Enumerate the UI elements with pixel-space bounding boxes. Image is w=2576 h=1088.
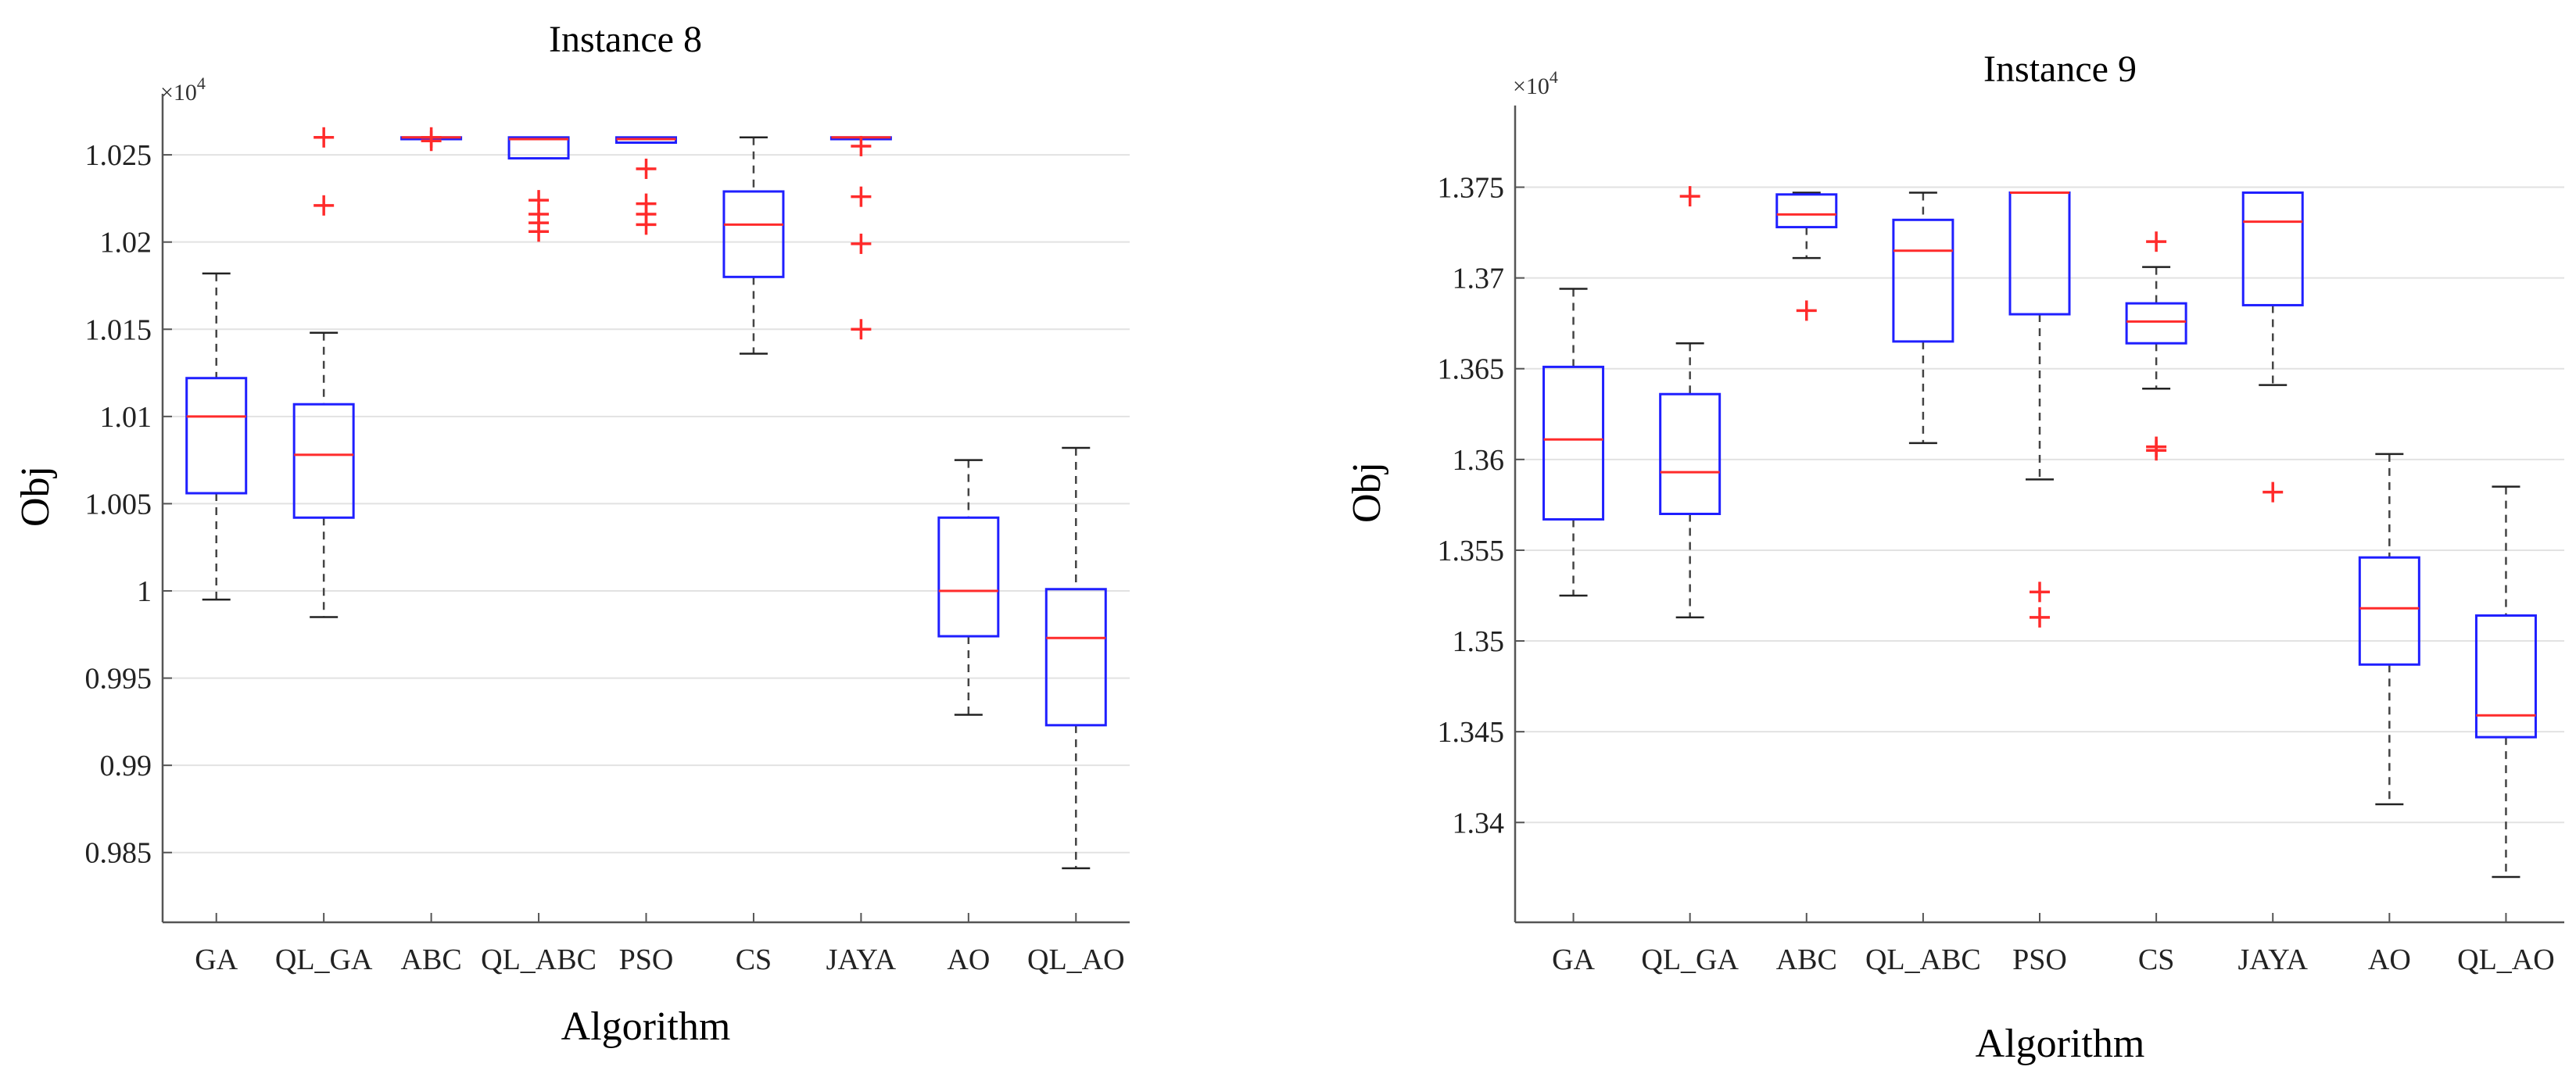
x-tick-label: ABC xyxy=(401,943,462,976)
x-tick-label: AO xyxy=(947,943,990,976)
y-tick-label: 1.355 xyxy=(1438,535,1505,567)
outlier-marker xyxy=(851,135,872,156)
iqr-box xyxy=(1659,392,1722,515)
x-tick-label: JAYA xyxy=(2238,943,2309,976)
x-tick-label: PSO xyxy=(2012,943,2067,976)
x-tick-label: CS xyxy=(736,943,772,976)
y-tick-label: 1.02 xyxy=(100,227,152,259)
iqr-box xyxy=(1044,588,1107,727)
x-tick-label: PSO xyxy=(619,943,674,976)
outlier-marker xyxy=(636,214,657,235)
box-jaya xyxy=(2241,191,2304,503)
chart-panel-instance-9: Instance 9 ×104 Obj Algorithm 1.34 1.345 1… xyxy=(1345,48,2564,1066)
y-tick-label: 1.015 xyxy=(85,313,152,346)
box-abc xyxy=(400,127,463,152)
box-ql-abc xyxy=(1892,191,1954,445)
outlier-marker xyxy=(313,127,335,148)
iqr-box xyxy=(1892,218,1954,343)
box-ga xyxy=(185,272,248,601)
y-tick-label: 1.345 xyxy=(1438,716,1505,749)
box-abc xyxy=(1775,191,1838,321)
box-ql-abc xyxy=(507,136,570,242)
x-tick-label: QL_GA xyxy=(1641,943,1739,976)
outlier-marker xyxy=(851,233,872,254)
y-tick-label: 1 xyxy=(137,575,152,608)
y-tick-label: 1.35 xyxy=(1453,625,1505,658)
x-tick-label: JAYA xyxy=(826,943,897,976)
y-exponent-label: ×104 xyxy=(160,73,206,106)
outlier-marker xyxy=(851,186,872,207)
iqr-box xyxy=(185,377,248,495)
box-pso xyxy=(615,136,677,235)
iqr-box xyxy=(722,190,785,278)
chart-title: Instance 8 xyxy=(549,19,702,60)
x-axis-title: Algorithm xyxy=(1976,1022,2145,1066)
box-cs xyxy=(2125,231,2187,461)
box-ao xyxy=(2358,453,2420,806)
iqr-box xyxy=(507,136,570,160)
y-tick-label: 0.985 xyxy=(85,837,152,870)
outlier-marker xyxy=(2030,607,2050,628)
x-tick-label: QL_AO xyxy=(1027,943,1125,976)
outlier-marker xyxy=(528,221,550,242)
outlier-marker xyxy=(1796,300,1817,321)
outlier-marker xyxy=(2146,440,2167,461)
outlier-marker xyxy=(2030,582,2050,603)
chart-panel-instance-8: Instance 8 ×104 Obj Algorithm 0.985 0.99 0… xyxy=(13,19,1130,1049)
x-tick-label: GA xyxy=(1552,943,1595,976)
outlier-marker xyxy=(421,127,442,148)
x-tick-label: QL_GA xyxy=(275,943,373,976)
y-tick-label: 1.005 xyxy=(85,488,152,521)
iqr-box xyxy=(2008,191,2071,316)
x-tick-label: QL_AO xyxy=(2457,943,2555,976)
y-tick-label: 1.37 xyxy=(1453,263,1505,295)
box-ql-ao xyxy=(1044,446,1107,870)
y-axis-title: Obj xyxy=(13,466,58,527)
x-tick-label: AO xyxy=(2368,943,2411,976)
chart-title: Instance 9 xyxy=(1983,48,2137,90)
y-tick-label: 0.995 xyxy=(85,663,152,696)
box-ql-ga xyxy=(292,127,355,618)
x-tick-label: QL_ABC xyxy=(481,943,597,976)
iqr-box xyxy=(2358,556,2420,666)
iqr-box xyxy=(2241,191,2304,306)
iqr-box xyxy=(1542,365,1605,521)
outlier-marker xyxy=(1679,186,1700,207)
box-jaya xyxy=(829,135,892,340)
y-tick-label: 1.365 xyxy=(1438,353,1505,386)
y-exponent-label: ×104 xyxy=(1513,67,1558,99)
iqr-box xyxy=(937,516,1000,638)
outlier-marker xyxy=(2263,481,2284,503)
outlier-marker xyxy=(313,195,335,216)
outlier-marker xyxy=(851,319,872,340)
outlier-marker xyxy=(2146,231,2167,252)
box-ql-ao xyxy=(2474,485,2537,879)
y-tick-label: 1.34 xyxy=(1453,807,1505,839)
x-tick-label: QL_ABC xyxy=(1865,943,1981,976)
y-tick-label: 1.375 xyxy=(1438,172,1505,205)
x-tick-label: GA xyxy=(195,943,238,976)
y-tick-label: 0.99 xyxy=(100,750,152,782)
iqr-box xyxy=(292,403,355,519)
y-tick-label: 1.36 xyxy=(1453,444,1505,477)
outlier-marker xyxy=(636,158,657,179)
y-axis-title: Obj xyxy=(1345,462,1389,523)
box-cs xyxy=(722,136,785,355)
y-tick-label: 1.025 xyxy=(85,139,152,172)
iqr-box xyxy=(2125,302,2187,345)
box-pso xyxy=(2008,191,2071,628)
x-tick-label: CS xyxy=(2138,943,2174,976)
y-tick-label: 1.01 xyxy=(100,401,152,434)
box-ao xyxy=(937,459,1000,716)
iqr-box xyxy=(2474,614,2537,739)
x-axis-title: Algorithm xyxy=(561,1004,731,1049)
x-tick-label: ABC xyxy=(1776,943,1837,976)
box-ga xyxy=(1542,288,1605,597)
iqr-box xyxy=(1775,193,1838,229)
box-ql-ga xyxy=(1659,186,1722,619)
